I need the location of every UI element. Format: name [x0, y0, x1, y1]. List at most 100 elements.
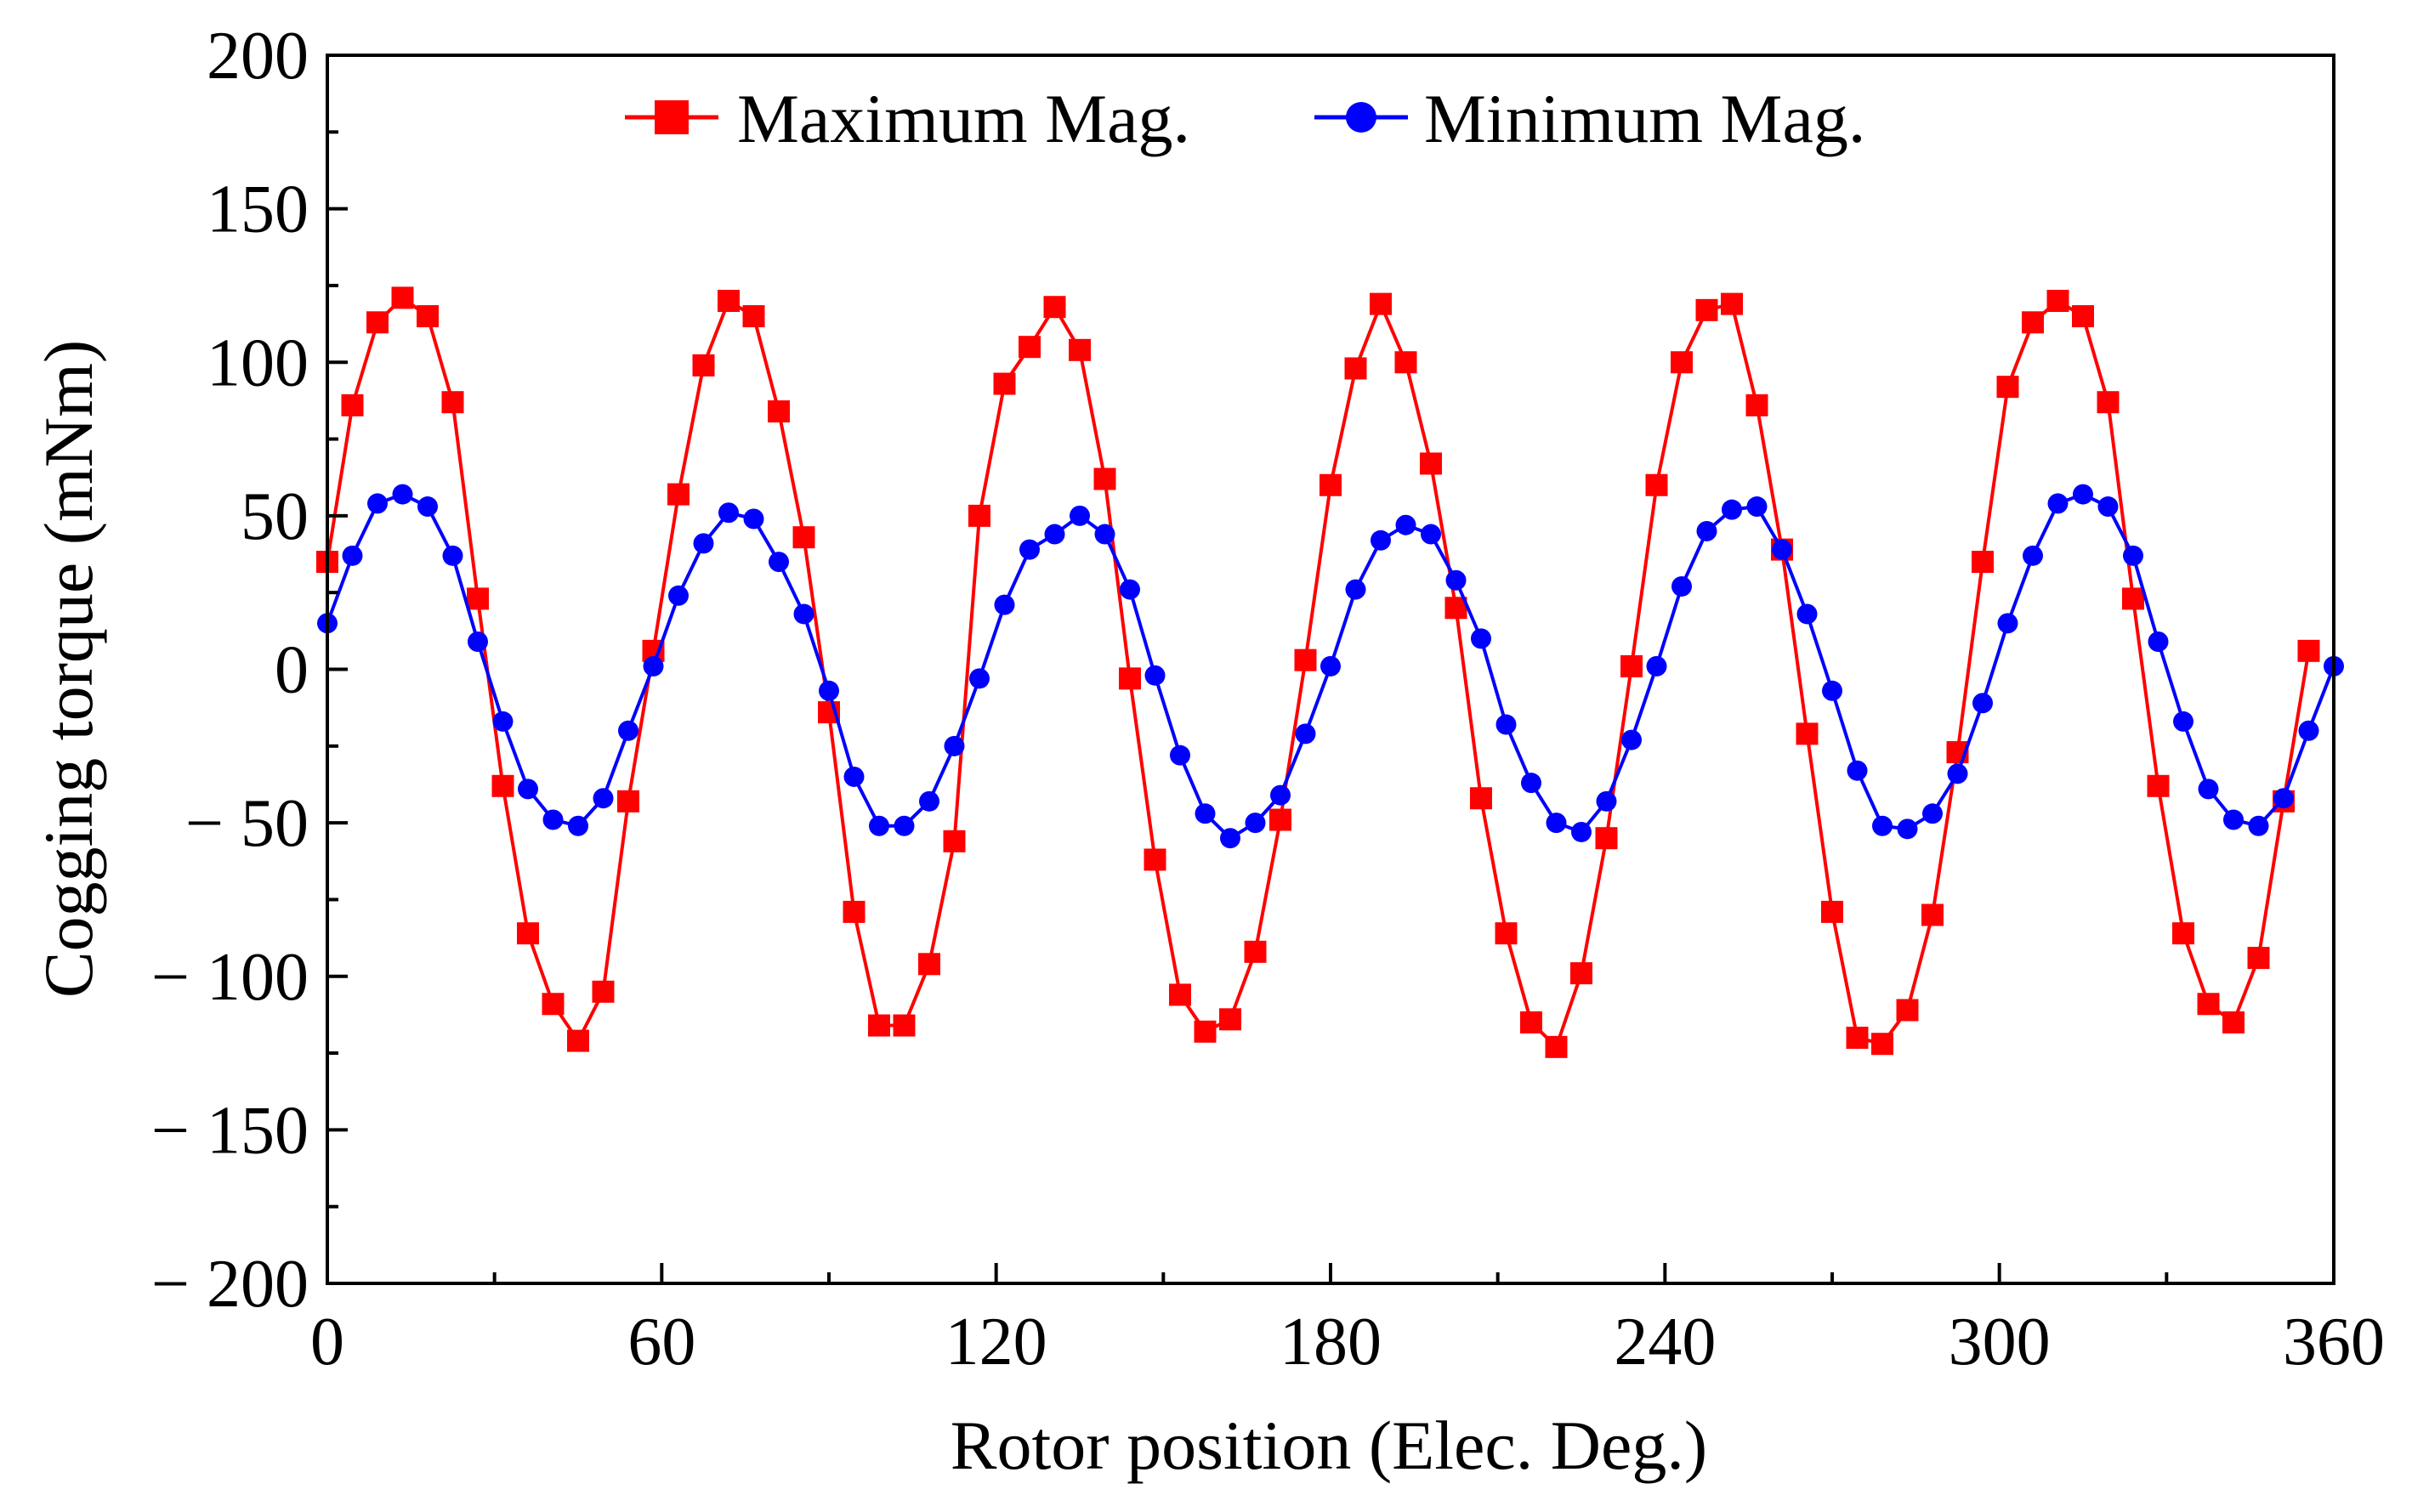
data-point-maximum-mag [1320, 473, 1342, 496]
data-point-maximum-mag [718, 290, 740, 312]
x-tick-label: 0 [310, 1305, 344, 1379]
data-point-maximum-mag [567, 1029, 589, 1052]
data-point-maximum-mag [2022, 311, 2044, 334]
data-point-maximum-mag [517, 922, 539, 945]
data-point-minimum-mag [1822, 680, 1842, 701]
data-point-maximum-mag [1370, 292, 1392, 315]
data-point-minimum-mag [1421, 524, 1441, 545]
data-point-maximum-mag [1344, 357, 1367, 380]
data-point-minimum-mag [793, 603, 814, 625]
data-point-maximum-mag [1244, 940, 1267, 963]
data-point-maximum-mag [1846, 1027, 1869, 1049]
data-point-maximum-mag [1645, 473, 1668, 496]
data-point-minimum-mag [1671, 575, 1692, 597]
data-point-maximum-mag [441, 391, 464, 414]
data-point-minimum-mag [1245, 813, 1266, 834]
data-point-minimum-mag [819, 680, 839, 701]
data-point-minimum-mag [2198, 779, 2219, 800]
y-tick-label: 200 [207, 19, 309, 93]
data-point-maximum-mag [968, 504, 990, 527]
data-point-maximum-mag [366, 311, 389, 334]
data-point-minimum-mag [2047, 493, 2069, 514]
data-point-maximum-mag [1194, 1020, 1217, 1043]
data-point-minimum-mag [1471, 628, 1491, 649]
data-point-minimum-mag [1922, 803, 1943, 824]
data-point-minimum-mag [1796, 603, 1818, 625]
data-point-maximum-mag [918, 953, 940, 976]
data-point-maximum-mag [2097, 391, 2120, 414]
x-tick-label: 60 [627, 1305, 695, 1379]
data-point-minimum-mag [743, 508, 764, 529]
data-point-maximum-mag [1520, 1011, 1542, 1033]
data-point-maximum-mag [491, 774, 514, 797]
data-point-minimum-mag [2298, 720, 2319, 741]
data-point-minimum-mag [2173, 711, 2194, 732]
data-point-minimum-mag [342, 545, 363, 566]
data-point-minimum-mag [1120, 579, 1140, 600]
data-point-minimum-mag [869, 815, 889, 836]
data-point-minimum-mag [1696, 520, 1717, 541]
data-point-maximum-mag [617, 790, 639, 813]
data-point-maximum-mag [1495, 922, 1518, 945]
data-point-minimum-mag [1044, 524, 1065, 545]
data-point-minimum-mag [944, 735, 965, 756]
data-point-minimum-mag [1571, 821, 1592, 842]
data-point-minimum-mag [2123, 545, 2143, 566]
data-point-maximum-mag [1570, 962, 1592, 985]
data-point-minimum-mag [1546, 813, 1567, 834]
data-point-maximum-mag [742, 305, 765, 328]
data-point-maximum-mag [2122, 587, 2144, 610]
data-point-minimum-mag [593, 788, 614, 809]
data-point-minimum-mag [1270, 784, 1291, 806]
data-point-minimum-mag [1094, 524, 1115, 545]
data-point-minimum-mag [1295, 723, 1316, 745]
data-point-maximum-mag [692, 354, 715, 377]
data-point-minimum-mag [1195, 803, 1216, 824]
data-point-minimum-mag [1772, 539, 1792, 560]
data-point-minimum-mag [1395, 514, 1416, 535]
data-point-maximum-mag [592, 980, 615, 1003]
data-point-maximum-mag [1921, 903, 1944, 926]
data-point-maximum-mag [1169, 983, 1191, 1006]
data-point-minimum-mag [1722, 499, 1742, 520]
y-axis-title: Cogging torque (mNm) [30, 340, 107, 998]
legend: Maximum Mag. Minimum Mag. [625, 80, 1865, 157]
data-point-minimum-mag [417, 496, 438, 518]
data-point-maximum-mag [1871, 1033, 1893, 1056]
data-point-minimum-mag [468, 631, 488, 652]
data-point-maximum-mag [1896, 999, 1919, 1022]
data-point-maximum-mag [1394, 351, 1417, 374]
data-point-minimum-mag [2073, 484, 2093, 505]
data-point-minimum-mag [643, 655, 664, 677]
legend-marker-minimum [1346, 102, 1376, 133]
data-point-minimum-mag [442, 545, 463, 566]
data-point-minimum-mag [2248, 815, 2269, 836]
data-point-maximum-mag [2297, 639, 2320, 662]
data-point-minimum-mag [367, 493, 388, 514]
data-point-maximum-mag [391, 286, 414, 309]
data-point-minimum-mag [1947, 763, 1968, 784]
data-point-maximum-mag [2147, 774, 2170, 797]
data-point-minimum-mag [1070, 505, 1090, 526]
data-point-maximum-mag [1695, 298, 1718, 321]
data-point-minimum-mag [718, 502, 739, 524]
data-point-minimum-mag [1144, 665, 1166, 686]
data-point-minimum-mag [392, 484, 413, 505]
data-point-maximum-mag [1219, 1008, 1241, 1031]
data-point-minimum-mag [769, 552, 789, 573]
data-point-maximum-mag [1796, 722, 1819, 745]
data-point-minimum-mag [1019, 539, 1040, 560]
data-point-minimum-mag [1847, 760, 1868, 781]
data-point-minimum-mag [518, 779, 538, 800]
data-point-maximum-mag [1996, 376, 2019, 399]
data-point-minimum-mag [492, 711, 514, 732]
x-tick-label: 360 [2283, 1305, 2385, 1379]
data-point-minimum-mag [2097, 496, 2119, 518]
data-point-maximum-mag [1595, 827, 1618, 850]
data-point-maximum-mag [1119, 667, 1141, 690]
data-point-minimum-mag [1345, 579, 1366, 600]
ticks-layer: 0 60 120 180 240 300 360 200 150 100 50 0 − 50 − 100 −… [151, 19, 2385, 1379]
x-tick-label: 120 [945, 1305, 1047, 1379]
